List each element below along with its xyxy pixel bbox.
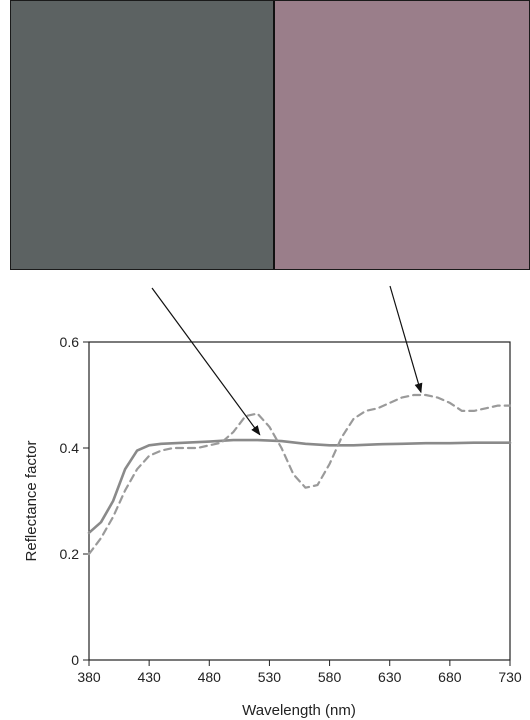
x-tick-label: 730 [498, 669, 522, 685]
color-swatches [10, 0, 530, 270]
dashed-reflectance-line [87, 393, 512, 556]
gray-swatch [11, 1, 275, 269]
solid-reflectance-line [87, 438, 512, 535]
y-tick-label: 0 [71, 652, 79, 668]
x-tick-label: 530 [258, 669, 282, 685]
y-tick-label: 0.4 [60, 440, 80, 456]
plot-frame [88, 341, 511, 661]
x-tick-label: 630 [378, 669, 402, 685]
arrow-to-solid-line [151, 287, 261, 436]
x-axis-label: Wavelength (nm) [242, 702, 356, 719]
x-tick-label: 580 [318, 669, 342, 685]
y-tick-label: 0.6 [60, 334, 80, 350]
x-tick-label: 480 [198, 669, 222, 685]
mauve-swatch [275, 1, 529, 269]
arrow-to-dashed-line [389, 285, 423, 394]
x-tick-label: 430 [137, 669, 161, 685]
reflectance-chart: 380 430 480 530 580 630 680 730 0 0.2 0.4 0.6 Wavel… [23, 285, 522, 719]
y-tick-label: 0.2 [60, 546, 80, 562]
x-tick-label: 680 [438, 669, 462, 685]
x-tick-label: 380 [77, 669, 101, 685]
y-axis-label: Reflectance factor [23, 441, 40, 562]
